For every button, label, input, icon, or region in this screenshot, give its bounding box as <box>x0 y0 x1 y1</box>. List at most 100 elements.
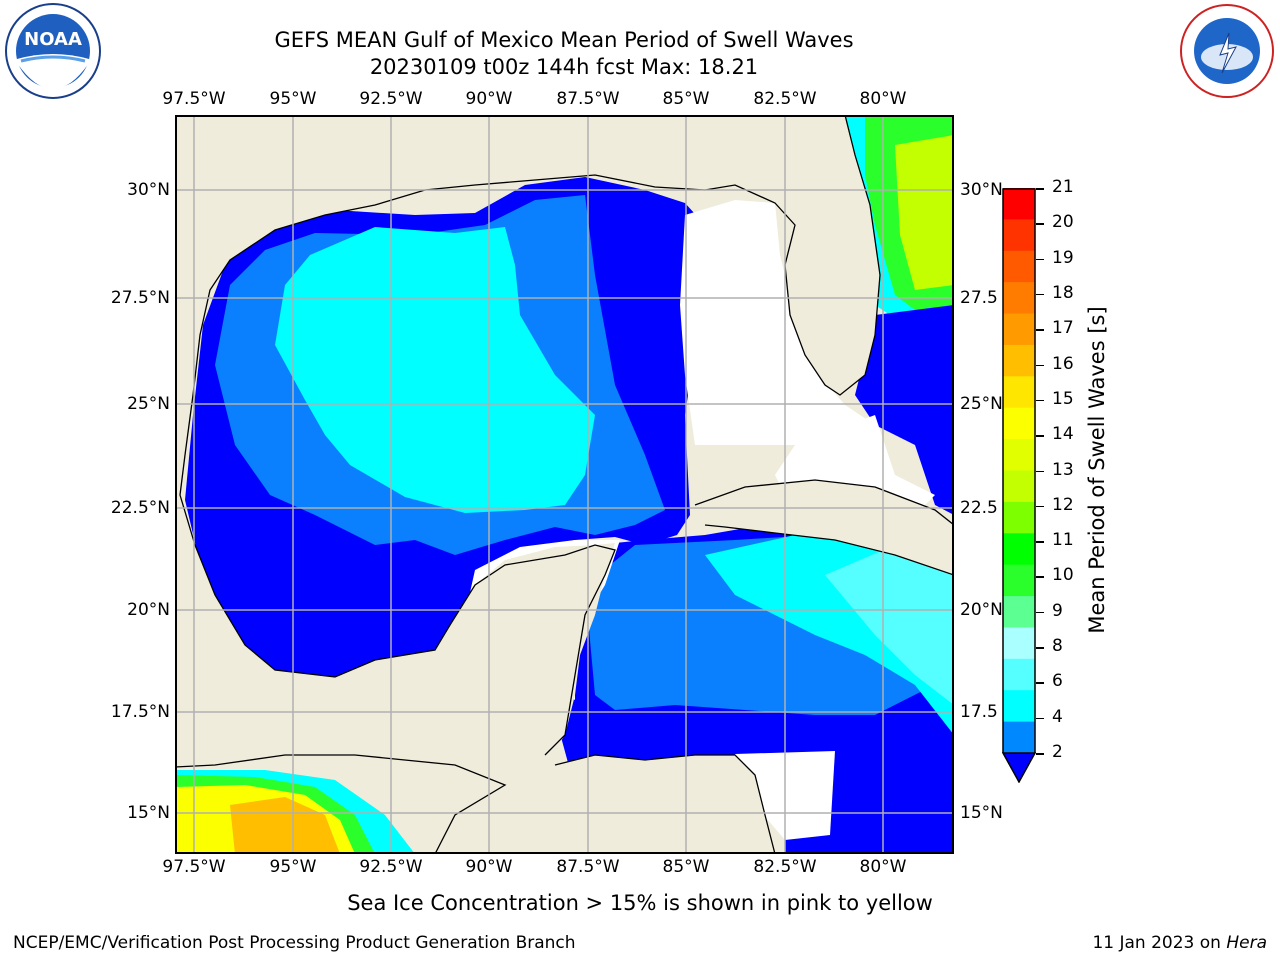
chart-title: GEFS MEAN Gulf of Mexico Mean Period of … <box>274 28 854 52</box>
lat-label-right: 25°N <box>960 394 1003 414</box>
land-central-america <box>435 755 775 854</box>
map-svg <box>175 115 954 854</box>
caribbean-field-light-cyan <box>825 545 954 705</box>
colorbar-tick <box>1036 364 1044 367</box>
colorbar-segment <box>1003 439 1035 472</box>
colorbar-tick-label: 16 <box>1052 353 1074 374</box>
lat-label-right: 30°N <box>960 180 1003 200</box>
colorbar-svg <box>1001 188 1037 784</box>
lon-label-top: 80°W <box>859 89 907 109</box>
colorbar <box>1001 188 1037 784</box>
colorbar-tick <box>1036 717 1044 720</box>
land-us-south <box>475 115 880 395</box>
map-panel <box>175 115 954 854</box>
map-frame <box>175 115 954 854</box>
noaa-logo: NOAA <box>1 3 105 99</box>
colorbar-tick <box>1036 647 1044 649</box>
colorbar-tick-label: 12 <box>1052 494 1074 515</box>
noaa-logo-text: NOAA <box>24 29 82 50</box>
lon-label-top: 82.5°W <box>753 89 817 109</box>
lon-label-top: 85°W <box>662 89 710 109</box>
colorbar-title: Mean Period of Swell Waves [s] <box>1085 306 1109 634</box>
lon-label-top: 92.5°W <box>359 89 423 109</box>
colorbar-tick <box>1036 611 1044 614</box>
colorbar-tick <box>1036 435 1044 437</box>
colorbar-tick-label: 10 <box>1052 565 1074 586</box>
colorbar-segment <box>1003 376 1035 409</box>
colorbar-tick <box>1036 541 1044 543</box>
date-prefix: 11 Jan 2023 on <box>1092 933 1227 953</box>
lat-label-right: 22.5 <box>960 498 998 518</box>
colorbar-tick <box>1036 576 1044 578</box>
chart-subtitle: 20230109 t00z 144h fcst Max: 18.21 <box>369 55 759 79</box>
colorbar-tick <box>1036 753 1044 755</box>
colorbar-tick <box>1036 293 1044 296</box>
lon-label-top: 97.5°W <box>162 89 226 109</box>
lat-label-left: 17.5°N <box>110 702 170 722</box>
colorbar-segment <box>1003 533 1035 566</box>
coastline <box>175 115 954 854</box>
colorbar-tick-label: 2 <box>1052 742 1063 762</box>
colorbar-tick-label: 4 <box>1052 706 1063 727</box>
colorbar-tick <box>1036 223 1044 225</box>
credit-text: NCEP/EMC/Verification Post Processing Pr… <box>13 933 576 953</box>
colorbar-segment <box>1003 344 1035 377</box>
lon-label-bottom: 85°W <box>662 857 710 877</box>
colorbar-segment <box>1003 188 1035 220</box>
colorbar-tick-label: 6 <box>1052 671 1063 692</box>
colorbar-segment <box>1003 407 1035 440</box>
lon-label-top: 90°W <box>465 89 513 109</box>
colorbar-segment <box>1003 596 1035 629</box>
machine-name: Hera <box>1226 933 1267 953</box>
lat-label-left: 30°N <box>127 180 170 200</box>
colorbar-segment <box>1003 658 1035 691</box>
lat-label-right: 17.5 <box>960 702 998 722</box>
nws-logo <box>1176 3 1278 99</box>
colorbar-frame <box>1002 188 1036 753</box>
colorbar-segment <box>1003 721 1035 754</box>
colorbar-tick-label: 21 <box>1052 177 1074 197</box>
colorbar-tick-label: 14 <box>1052 424 1074 445</box>
land-yucatan <box>465 543 615 765</box>
colorbar-segment <box>1003 627 1035 660</box>
lat-label-left: 27.5°N <box>110 288 170 308</box>
atlantic-field-yellow-green <box>895 135 954 290</box>
date-text: 11 Jan 2023 on Hera <box>1092 933 1267 953</box>
colorbar-tick-label: 15 <box>1052 388 1074 409</box>
lat-label-left: 15°N <box>127 803 170 823</box>
lat-label-left: 20°N <box>127 600 170 620</box>
colorbar-tick-label: 19 <box>1052 247 1074 268</box>
lon-label-top: 87.5°W <box>556 89 620 109</box>
colorbar-tick-label: 17 <box>1052 318 1074 339</box>
colorbar-segment <box>1003 470 1035 503</box>
lon-label-bottom: 87.5°W <box>556 857 620 877</box>
colorbar-segment <box>1003 313 1035 346</box>
lon-label-bottom: 80°W <box>859 857 907 877</box>
colorbar-tick-label: 13 <box>1052 459 1074 480</box>
colorbar-tick-label: 9 <box>1052 600 1063 621</box>
colorbar-tick <box>1036 329 1044 331</box>
colorbar-extend-triangle <box>1001 752 1037 784</box>
colorbar-tick-label: 20 <box>1052 212 1074 233</box>
lon-label-bottom: 95°W <box>269 857 317 877</box>
colorbar-segment <box>1003 219 1035 252</box>
colorbar-segment <box>1003 564 1035 597</box>
colorbar-tick <box>1036 470 1044 472</box>
colorbar-tick <box>1036 258 1044 261</box>
colorbar-segment <box>1003 282 1035 315</box>
lon-label-bottom: 82.5°W <box>753 857 817 877</box>
colorbar-tick <box>1036 505 1044 508</box>
lon-label-bottom: 92.5°W <box>359 857 423 877</box>
atlantic-bahamas-blue <box>855 305 954 515</box>
lat-label-right: 27.5 <box>960 288 998 308</box>
lon-label-top: 95°W <box>269 89 317 109</box>
colorbar-segment <box>1003 690 1035 723</box>
pacific-field-orange <box>230 797 340 854</box>
lon-label-bottom: 97.5°W <box>162 857 226 877</box>
colorbar-tick-label: 18 <box>1052 282 1074 303</box>
lat-label-right: 20°N <box>960 600 1003 620</box>
sea-ice-footnote: Sea Ice Concentration > 15% is shown in … <box>347 891 933 915</box>
colorbar-segment <box>1003 250 1035 283</box>
colorbar-tick <box>1036 188 1044 190</box>
colorbar-tick-label: 11 <box>1052 530 1074 551</box>
